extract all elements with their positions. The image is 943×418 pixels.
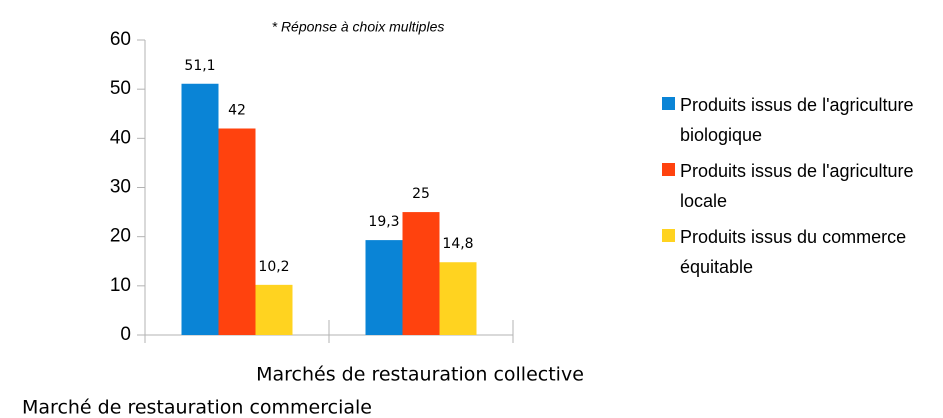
bar xyxy=(439,262,477,335)
value-label: 19,3 xyxy=(368,214,399,230)
legend-swatch xyxy=(662,97,675,110)
y-tick-label: 60 xyxy=(110,29,131,50)
x-tick-label: Marchés de restauration collective xyxy=(256,364,584,386)
legend-label: Produits issus de l'agriculture biologiq… xyxy=(680,95,914,145)
y-tick-label: 30 xyxy=(110,177,131,198)
bar xyxy=(365,240,403,335)
value-label: 51,1 xyxy=(184,58,215,74)
legend-item: Produits issus de l'agriculture locale xyxy=(662,156,942,216)
y-tick-label: 10 xyxy=(110,275,131,296)
legend-label: Produits issus du commerce équitable xyxy=(680,227,907,277)
legend-swatch xyxy=(662,163,675,176)
chart-subtitle: * Réponse à choix multiples xyxy=(272,19,445,35)
value-label: 14,8 xyxy=(442,236,473,252)
value-label: 25 xyxy=(412,186,430,202)
legend-item: Produits issus du commerce équitable xyxy=(662,222,942,282)
legend-swatch xyxy=(662,229,675,242)
bar xyxy=(218,128,256,335)
value-label: 42 xyxy=(228,103,246,119)
bar xyxy=(255,284,293,335)
legend: Produits issus de l'agriculture biologiq… xyxy=(662,90,943,288)
legend-item: Produits issus de l'agriculture biologiq… xyxy=(662,90,942,150)
y-tick-label: 0 xyxy=(120,324,131,345)
value-label: 10,2 xyxy=(258,259,289,275)
x-tick-label: Marché de restauration commerciale xyxy=(22,397,372,418)
y-tick-label: 40 xyxy=(110,127,131,148)
legend-label: Produits issus de l'agriculture locale xyxy=(680,161,914,211)
bar xyxy=(181,83,219,335)
bar xyxy=(402,212,440,335)
y-tick-label: 20 xyxy=(110,226,131,247)
y-tick-label: 50 xyxy=(110,78,131,99)
